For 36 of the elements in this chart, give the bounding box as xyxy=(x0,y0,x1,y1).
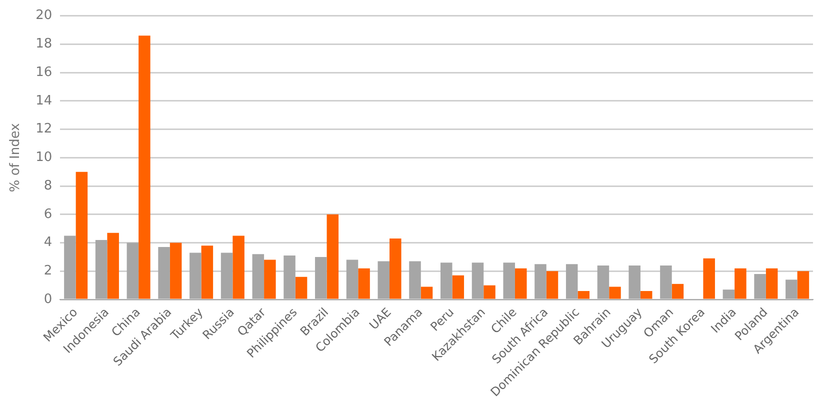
bar xyxy=(358,268,370,299)
y-axis-title: % of Index xyxy=(8,122,24,192)
y-tick-label: 10 xyxy=(36,150,52,166)
y-tick-label: 8 xyxy=(44,178,52,194)
y-tick-label: 0 xyxy=(44,292,52,307)
bar xyxy=(201,246,214,299)
bar xyxy=(264,260,276,299)
y-tick-label: 14 xyxy=(36,93,52,108)
y-tick-label: 4 xyxy=(44,235,52,250)
bar xyxy=(295,276,308,299)
bar xyxy=(107,232,119,299)
bar xyxy=(420,286,433,299)
bar xyxy=(546,271,558,299)
bar xyxy=(609,286,621,299)
bar xyxy=(484,285,496,299)
bar xyxy=(326,214,339,299)
bar xyxy=(797,271,810,299)
bar xyxy=(734,268,746,299)
bar xyxy=(452,275,464,299)
bar xyxy=(138,36,150,299)
bar xyxy=(76,172,88,299)
bar xyxy=(640,291,652,299)
bar xyxy=(672,284,684,299)
bar xyxy=(390,238,402,299)
y-tick-label: 6 xyxy=(44,206,52,222)
y-tick-label: 2 xyxy=(44,264,52,279)
y-tick-label: 12 xyxy=(36,122,52,137)
bar xyxy=(766,268,778,299)
y-tick-label: 20 xyxy=(36,8,52,24)
bar xyxy=(703,258,715,299)
bar xyxy=(514,268,527,299)
bar xyxy=(578,291,590,299)
bar xyxy=(170,242,182,299)
bar xyxy=(232,236,244,299)
y-tick-label: 16 xyxy=(36,64,52,80)
y-tick-label: 18 xyxy=(36,36,52,52)
